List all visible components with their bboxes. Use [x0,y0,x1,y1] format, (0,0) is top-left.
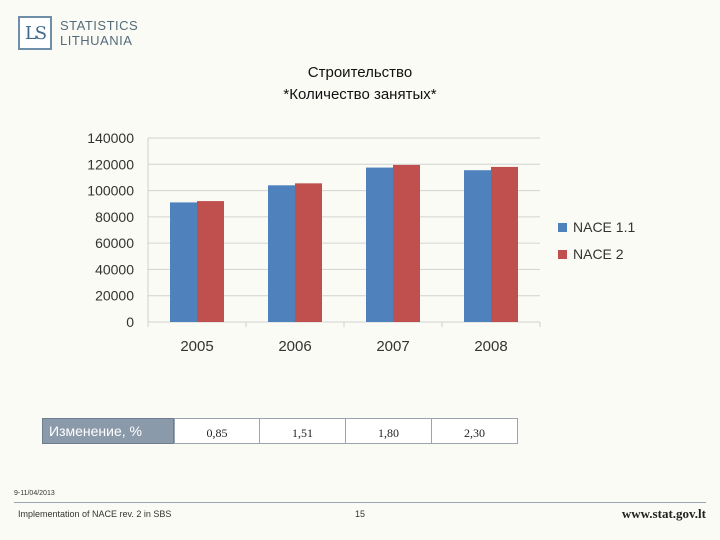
logo-line-2: LITHUANIA [60,33,133,48]
x-category-label: 2006 [278,338,311,355]
y-tick-label: 140000 [87,130,134,146]
date: 9-11/04/2013 [14,490,55,497]
bar-2005-nace-1-1 [170,202,197,322]
change-value-2006: 1,51 [260,418,346,444]
y-tick-label: 40000 [95,261,134,277]
bar-2007-nace-1-1 [366,167,393,322]
y-tick-label: 100000 [87,183,134,199]
bar-2008-nace-1-1 [464,170,491,322]
page-number: 15 [355,509,366,519]
y-tick-label: 60000 [95,235,134,251]
change-value-2008: 2,30 [432,418,518,444]
x-category-label: 2007 [376,338,409,355]
legend-swatch [558,250,567,259]
legend-swatch [558,223,567,232]
footer-divider [14,502,706,503]
bar-2006-nace-1-1 [268,185,295,322]
footer-caption: Implementation of NACE rev. 2 in SBS [18,509,172,519]
bar-2008-nace-2 [491,166,518,322]
x-category-label: 2005 [180,338,213,355]
bar-chart: 0 20000 40000 60000 80000 100000 120000 140000 2… [87,130,635,355]
change-value-2007: 1,80 [346,418,432,444]
footer-url: www.stat.gov.lt [621,506,706,521]
legend-label: NACE 2 [573,246,624,262]
bar-2006-nace-2 [295,183,322,322]
logo-text: STATISTICS LITHUANIA [60,18,138,48]
logo-line-1: STATISTICS [60,18,139,33]
bar-2007-nace-2 [393,164,420,322]
change-label: Изменение, % [42,418,174,444]
logo: LS STATISTICS LITHUANIA [18,16,138,50]
x-category-label: 2008 [474,338,507,355]
y-tick-label: 0 [126,314,134,330]
change-value-2005: 0,85 [174,418,260,444]
logo-mark: LS [18,16,52,50]
change-table: Изменение, % 0,85 1,51 1,80 2,30 [42,418,518,444]
chart-title-line-1: Строительство [307,64,413,81]
bar-2005-nace-2 [197,201,224,322]
y-tick-label: 120000 [87,156,134,172]
y-tick-label: 80000 [95,209,134,225]
legend-label: NACE 1.1 [573,219,635,235]
y-tick-label: 20000 [95,288,134,304]
chart-title-line-2: *Количество занятых* [283,86,437,103]
